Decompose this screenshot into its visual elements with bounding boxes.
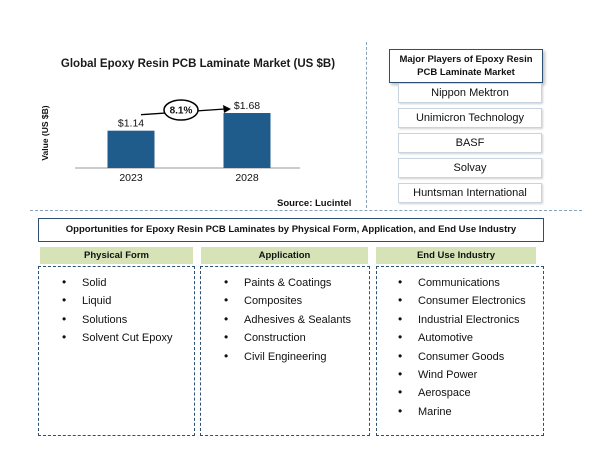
column-header-physical-form: Physical Form: [40, 247, 193, 264]
list-item: • Solutions: [62, 311, 128, 326]
list-item: • Wind Power: [398, 366, 478, 381]
list-item: • Communications: [398, 275, 500, 289]
player-box: BASF: [398, 133, 542, 153]
list-item: • Construction: [224, 330, 306, 345]
list-item: • Consumer Goods: [398, 348, 505, 363]
list-item: • Civil Engineering: [224, 348, 327, 363]
column-header-application: Application: [201, 247, 368, 264]
list-item: • Automotive: [398, 330, 474, 345]
list-item: • Paints & Coatings: [224, 275, 332, 289]
player-box: Huntsman International: [398, 183, 542, 203]
bar-value-label: $1.68: [234, 100, 260, 112]
horizontal-divider: [30, 210, 582, 211]
end-use-industry-list: • Communications • Consumer Electronics • I…: [398, 273, 526, 420]
x-tick-label: 2023: [119, 172, 143, 184]
application-list: • Paints & Coatings • Composites • Adhesive…: [224, 273, 351, 365]
player-box: Solvay: [398, 158, 542, 178]
chart-title: Global Epoxy Resin PCB Laminate Market (…: [60, 58, 336, 70]
bar-chart: $1.14 2023 $1.68 2028 8.1%: [75, 99, 300, 184]
column-box-end-use-industry: [376, 266, 544, 436]
list-item: • Solvent Cut Epoxy: [62, 330, 173, 345]
growth-ellipse: [163, 99, 199, 121]
physical-form-list: • Solid • Liquid • Solutions • Solvent Cut E…: [62, 273, 173, 347]
bar: [107, 130, 155, 168]
x-tick-label: 2028: [235, 172, 259, 184]
column-header-end-use-industry: End Use Industry: [376, 247, 536, 264]
vertical-divider: [366, 42, 367, 208]
list-item: • Adhesives & Sealants: [224, 311, 352, 326]
column-box-physical-form: [38, 266, 195, 436]
list-item: • Industrial Electronics: [398, 311, 520, 326]
bar: [223, 113, 271, 168]
players-title: Major Players of Epoxy Resin PCB Laminat…: [389, 49, 543, 83]
source-label: Source: Lucintel: [277, 198, 352, 209]
player-box: Unimicron Technology: [398, 108, 542, 128]
player-box: Nippon Mektron: [398, 83, 542, 103]
growth-rate-label: 8.1%: [170, 106, 193, 117]
opportunities-title: Opportunities for Epoxy Resin PCB Lamina…: [38, 218, 544, 242]
list-item: • Composites: [224, 293, 303, 308]
players-title-text: Major Players of Epoxy Resin PCB Laminat…: [399, 54, 533, 78]
list-item: • Aerospace: [398, 385, 471, 400]
list-item: • Solid: [62, 275, 107, 289]
column-box-application: [200, 266, 370, 436]
list-item: • Marine: [398, 403, 452, 418]
y-axis-label: Value (US $B): [40, 105, 50, 161]
list-item: • Liquid: [62, 293, 112, 308]
list-item: • Consumer Electronics: [398, 293, 526, 308]
bar-value-label: $1.14: [118, 118, 144, 130]
growth-arrow-head: [223, 105, 231, 114]
